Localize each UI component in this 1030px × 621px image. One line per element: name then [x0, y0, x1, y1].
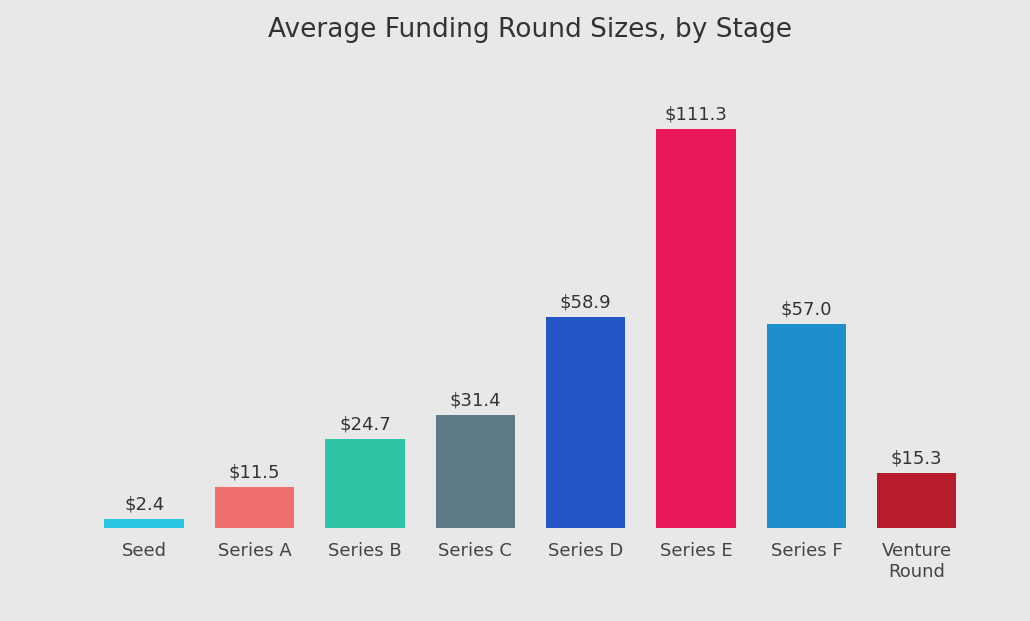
- Text: $2.4: $2.4: [124, 496, 164, 514]
- Bar: [656, 129, 735, 528]
- Bar: [215, 487, 295, 528]
- Text: $11.5: $11.5: [229, 463, 280, 481]
- Text: $111.3: $111.3: [664, 106, 727, 124]
- Bar: [877, 473, 957, 528]
- Text: $57.0: $57.0: [781, 301, 832, 318]
- Text: $24.7: $24.7: [339, 416, 390, 434]
- Text: $15.3: $15.3: [891, 450, 942, 468]
- Bar: [436, 415, 515, 528]
- Text: $58.9: $58.9: [560, 294, 612, 312]
- Bar: [546, 317, 625, 528]
- Bar: [325, 440, 405, 528]
- Bar: [766, 324, 846, 528]
- Text: $31.4: $31.4: [449, 392, 501, 410]
- Title: Average Funding Round Sizes, by Stage: Average Funding Round Sizes, by Stage: [269, 17, 792, 43]
- Bar: [104, 519, 184, 528]
